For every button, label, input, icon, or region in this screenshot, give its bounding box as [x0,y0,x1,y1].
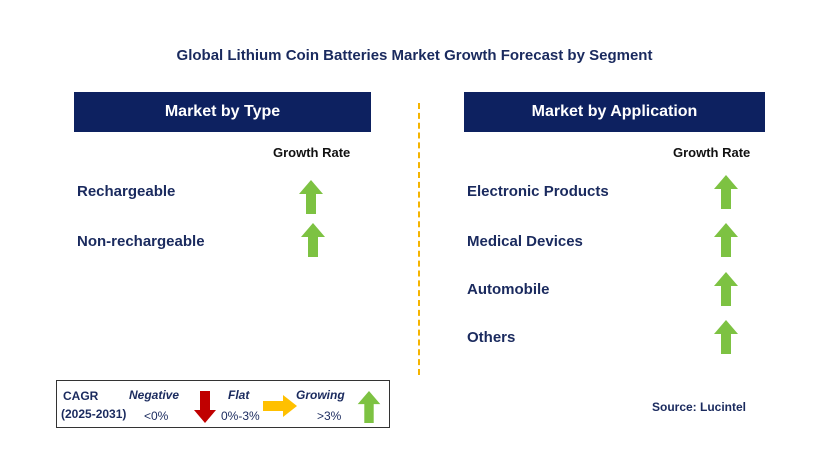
row-label-non-rechargeable: Non-rechargeable [77,233,205,250]
growth-rate-label-application: Growth Rate [673,145,751,160]
legend-negative-label: Negative [129,388,180,402]
green-up-arrow-icon [357,391,381,423]
row-label-rechargeable: Rechargeable [77,183,176,200]
legend-growing-label: Growing [296,388,345,402]
green-up-arrow-icon [714,175,738,209]
yellow-right-arrow-icon [263,395,297,417]
legend-negative-range: <0% [144,409,169,423]
row-label-others: Others [467,329,516,346]
chart-title: Global Lithium Coin Batteries Market Gro… [176,47,653,64]
green-up-arrow-icon [714,223,738,257]
green-up-arrow-icon [714,320,738,354]
green-up-arrow-icon [299,180,323,214]
row-label-electronic-products: Electronic Products [467,183,609,200]
growth-rate-label-type: Growth Rate [273,145,351,160]
row-label-medical-devices: Medical Devices [467,233,583,250]
red-down-arrow-icon [194,391,216,423]
market-by-type-header: Market by Type [74,92,371,132]
market-by-application-header: Market by Application [464,92,765,132]
row-label-automobile: Automobile [467,281,550,298]
panel-divider [418,103,420,375]
legend-period: (2025-2031) [61,407,127,421]
legend-flat-range: 0%-3% [221,409,260,423]
legend-flat-label: Flat [228,388,250,402]
source-label: Source: Lucintel [652,400,747,414]
green-up-arrow-icon [301,223,325,257]
legend-cagr-label: CAGR [63,389,99,403]
legend-growing-range: >3% [317,409,342,423]
cagr-legend: CAGR (2025-2031) Negative <0% Flat 0%-3%… [56,380,390,428]
green-up-arrow-icon [714,272,738,306]
